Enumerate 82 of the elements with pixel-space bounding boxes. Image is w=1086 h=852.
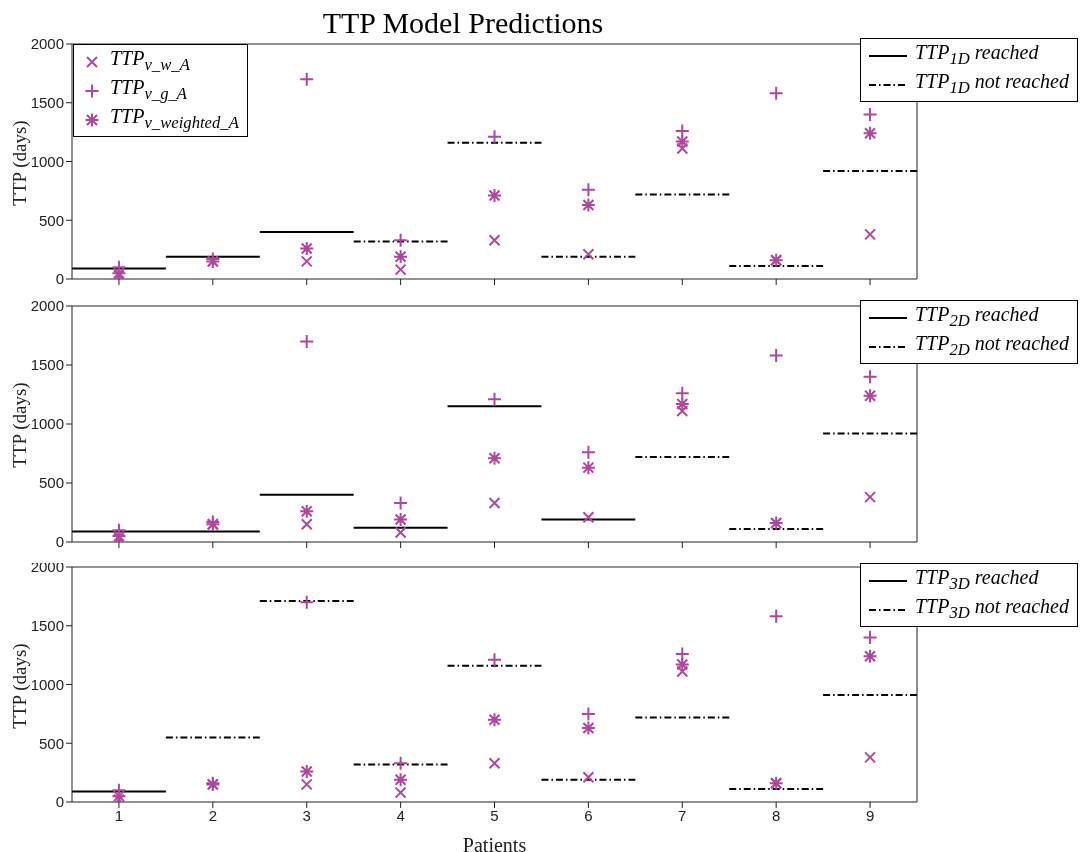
y-tick-label: 1000 (30, 152, 64, 170)
point (674, 396, 690, 412)
chart-title: TTP Model Predictions (322, 6, 604, 39)
legend-label: TTP$_{1D}$ reached (914, 41, 1039, 68)
point (862, 369, 878, 385)
point (393, 249, 409, 265)
y-tick-label: 1500 (30, 356, 64, 374)
point (768, 608, 784, 624)
y-tick-label: 0 (55, 533, 64, 551)
y-tick-label: 1500 (30, 617, 64, 635)
legend-label: TTP$_{1D}$ not reached (914, 70, 1069, 97)
point (862, 388, 878, 404)
point (580, 197, 596, 213)
point (488, 234, 501, 247)
x-tick-label: 2 (208, 806, 218, 824)
point (862, 125, 878, 141)
point (487, 450, 502, 466)
y-tick-label: 2000 (30, 35, 64, 53)
x-tick-label: 4 (396, 806, 405, 824)
point (393, 772, 409, 788)
y-tick-label: 500 (38, 734, 64, 752)
point (488, 497, 501, 510)
y-tick-label: 2000 (30, 297, 64, 315)
y-tick-label: 1000 (30, 415, 64, 433)
point (676, 405, 689, 418)
y-tick-label: 500 (38, 211, 64, 229)
x-tick-label: 3 (302, 806, 311, 824)
x-tick-label: 9 (865, 806, 875, 824)
y-tick-label: 0 (55, 270, 64, 288)
y-tick-label: 500 (38, 474, 64, 492)
point (580, 182, 596, 198)
legend-label: TTP$_{v_weighted_A}$ (110, 105, 239, 132)
legend-label: TTP$_{3D}$ reached (914, 566, 1039, 593)
point (676, 665, 689, 678)
point (580, 720, 596, 736)
point (394, 263, 407, 276)
x-axis-title: Patients (462, 834, 527, 852)
point (862, 648, 878, 664)
point (676, 142, 689, 155)
point (393, 755, 409, 771)
point (299, 71, 315, 87)
y-tick-label: 1000 (30, 675, 64, 693)
point (394, 526, 407, 539)
point (487, 712, 502, 728)
point (300, 778, 313, 791)
y-axis-title: TTP (days) (9, 120, 30, 206)
y-tick-label: 0 (55, 793, 64, 811)
point (674, 134, 690, 150)
point (393, 232, 409, 248)
point (300, 518, 313, 531)
point (768, 85, 784, 101)
point (299, 503, 315, 519)
x-tick-label: 8 (771, 806, 781, 824)
legend-label: TTP$_{v_g_A}$ (110, 76, 188, 103)
point (582, 771, 595, 784)
legend-label: TTP$_{2D}$ reached (914, 303, 1039, 330)
legend-label: TTP$_{3D}$ not reached (914, 595, 1069, 622)
x-tick-label: 6 (584, 806, 593, 824)
point (674, 657, 690, 673)
x-tick-label: 7 (678, 806, 687, 824)
point (864, 751, 877, 764)
point (582, 248, 595, 261)
point (393, 512, 409, 528)
legend-label: TTP$_{v_w_A}$ (110, 47, 190, 74)
point (864, 228, 877, 241)
legend-label: TTP$_{2D}$ not reached (914, 332, 1069, 359)
point (299, 594, 315, 610)
x-tick-label: 1 (114, 806, 124, 824)
x-tick-label: 5 (490, 806, 499, 824)
point (300, 255, 313, 268)
point (580, 460, 596, 476)
point (488, 757, 501, 770)
y-axis-title: TTP (days) (9, 643, 30, 729)
point (299, 240, 315, 256)
point (580, 444, 596, 460)
point (487, 188, 502, 204)
y-tick-label: 1500 (30, 94, 64, 112)
point (299, 763, 315, 779)
y-axis-title: TTP (days) (9, 382, 30, 468)
point (582, 511, 595, 524)
point (864, 491, 877, 504)
point (394, 786, 407, 799)
